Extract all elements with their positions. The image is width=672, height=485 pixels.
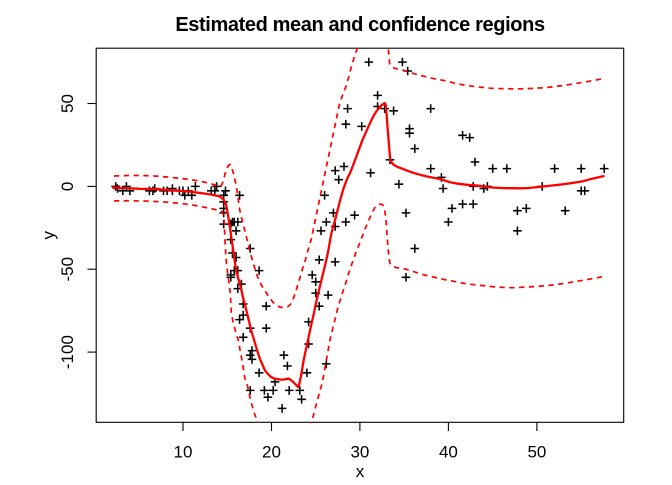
svg-text:40: 40	[439, 443, 458, 462]
svg-text:-50: -50	[58, 257, 77, 282]
svg-text:10: 10	[174, 443, 193, 462]
svg-text:20: 20	[262, 443, 281, 462]
svg-text:30: 30	[350, 443, 369, 462]
svg-text:x: x	[356, 462, 365, 480]
svg-text:-100: -100	[58, 335, 77, 369]
svg-text:Estimated mean and confidence: Estimated mean and confidence regions	[175, 14, 545, 36]
svg-text:50: 50	[58, 94, 77, 113]
svg-text:50: 50	[527, 443, 546, 462]
svg-text:y: y	[39, 231, 58, 240]
svg-text:0: 0	[58, 182, 77, 191]
